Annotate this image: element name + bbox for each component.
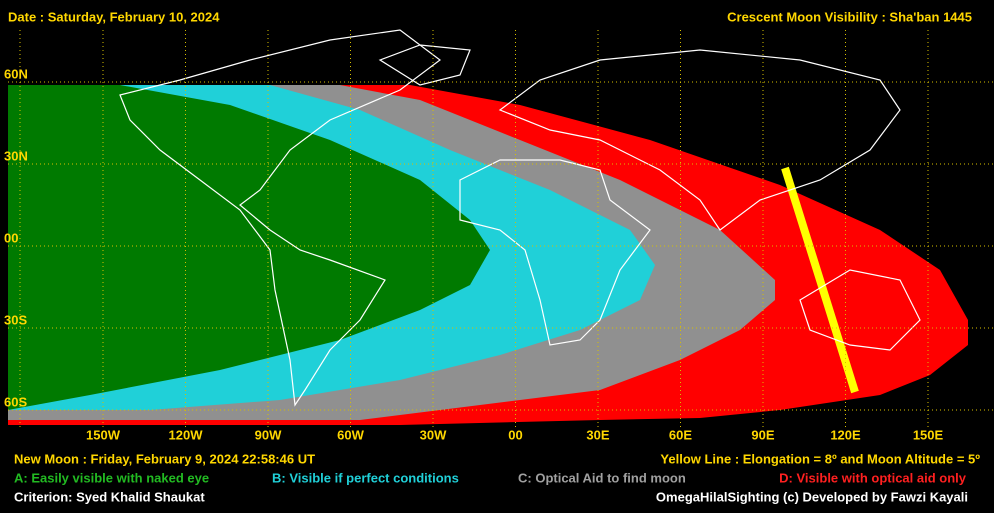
legend-a: A: Easily visible with naked eye: [14, 470, 209, 485]
lon-label: 90W: [255, 427, 282, 442]
legend-b: B: Visible if perfect conditions: [272, 470, 459, 485]
legend-d: D: Visible with optical aid only: [779, 470, 967, 485]
credit: OmegaHilalSighting (c) Developed by Fawz…: [656, 489, 968, 504]
lon-label: 60W: [337, 427, 364, 442]
lon-label: 60E: [669, 427, 692, 442]
lat-label: 60N: [4, 66, 28, 81]
zone-a: [8, 85, 490, 410]
lon-label: 120E: [830, 427, 861, 442]
date: Date : Saturday, February 10, 2024: [8, 9, 220, 24]
criterion: Criterion: Syed Khalid Shaukat: [14, 489, 205, 504]
new-moon: New Moon : Friday, February 9, 2024 22:5…: [14, 451, 315, 466]
lon-label: 30E: [586, 427, 609, 442]
lon-label: 90E: [751, 427, 774, 442]
lat-label: 30N: [4, 148, 28, 163]
graticule: [8, 30, 994, 428]
coastlines: [119, 29, 921, 407]
lat-label: 60S: [4, 394, 27, 409]
yellow-line-note: Yellow Line : Elongation = 8º and Moon A…: [660, 451, 980, 466]
lon-label: 30W: [420, 427, 447, 442]
lon-label: 120W: [169, 427, 204, 442]
lon-label: 00: [508, 427, 522, 442]
lon-label: 150W: [86, 427, 121, 442]
lat-label: 00: [4, 230, 18, 245]
map-title: Crescent Moon Visibility : Sha'ban 1445: [727, 9, 972, 24]
yellow-line: [781, 166, 859, 394]
lat-label: 30S: [4, 312, 27, 327]
legend-c: C: Optical Aid to find moon: [518, 470, 686, 485]
lon-label: 150E: [913, 427, 944, 442]
